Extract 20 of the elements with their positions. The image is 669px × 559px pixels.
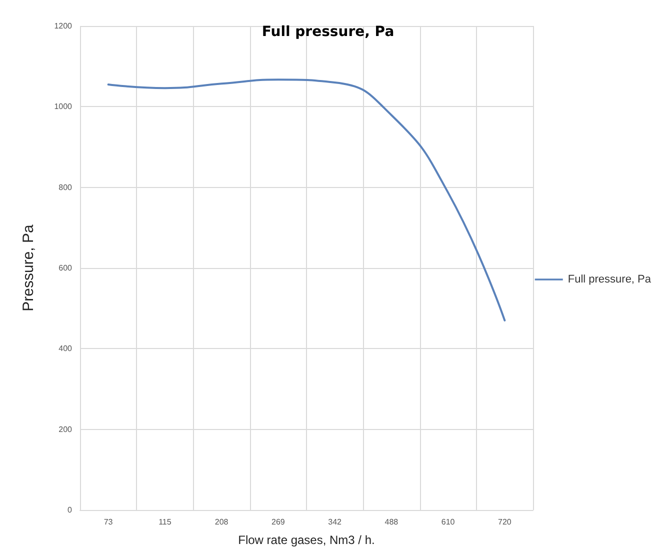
x-tick-label: 269 xyxy=(272,518,286,526)
y-tick-label: 0 xyxy=(68,506,73,514)
x-tick-label: 73 xyxy=(104,518,114,526)
x-tick-label: 488 xyxy=(384,518,399,526)
x-tick-label: 610 xyxy=(441,518,456,526)
y-tick-label: 1000 xyxy=(54,102,73,112)
y-tick-label: 800 xyxy=(58,182,73,192)
y-tick-label: 600 xyxy=(58,264,73,272)
chart-title: Full pressure, Pa xyxy=(262,24,394,40)
x-axis-title: Flow rate gases, Nm3 / h. xyxy=(238,533,375,547)
x-tick-label: 208 xyxy=(214,518,229,526)
y-tick-label: 200 xyxy=(58,424,73,434)
y-tick-label: 1200 xyxy=(54,22,73,30)
y-axis-title: Pressure, Pa xyxy=(20,224,37,312)
legend-label: Full pressure, Pa xyxy=(568,274,652,286)
x-tick-label: 115 xyxy=(158,518,172,526)
x-tick-label: 342 xyxy=(328,518,342,526)
line-series xyxy=(107,78,506,322)
x-tick-label: 720 xyxy=(498,518,512,526)
y-tick-label: 400 xyxy=(58,344,73,354)
